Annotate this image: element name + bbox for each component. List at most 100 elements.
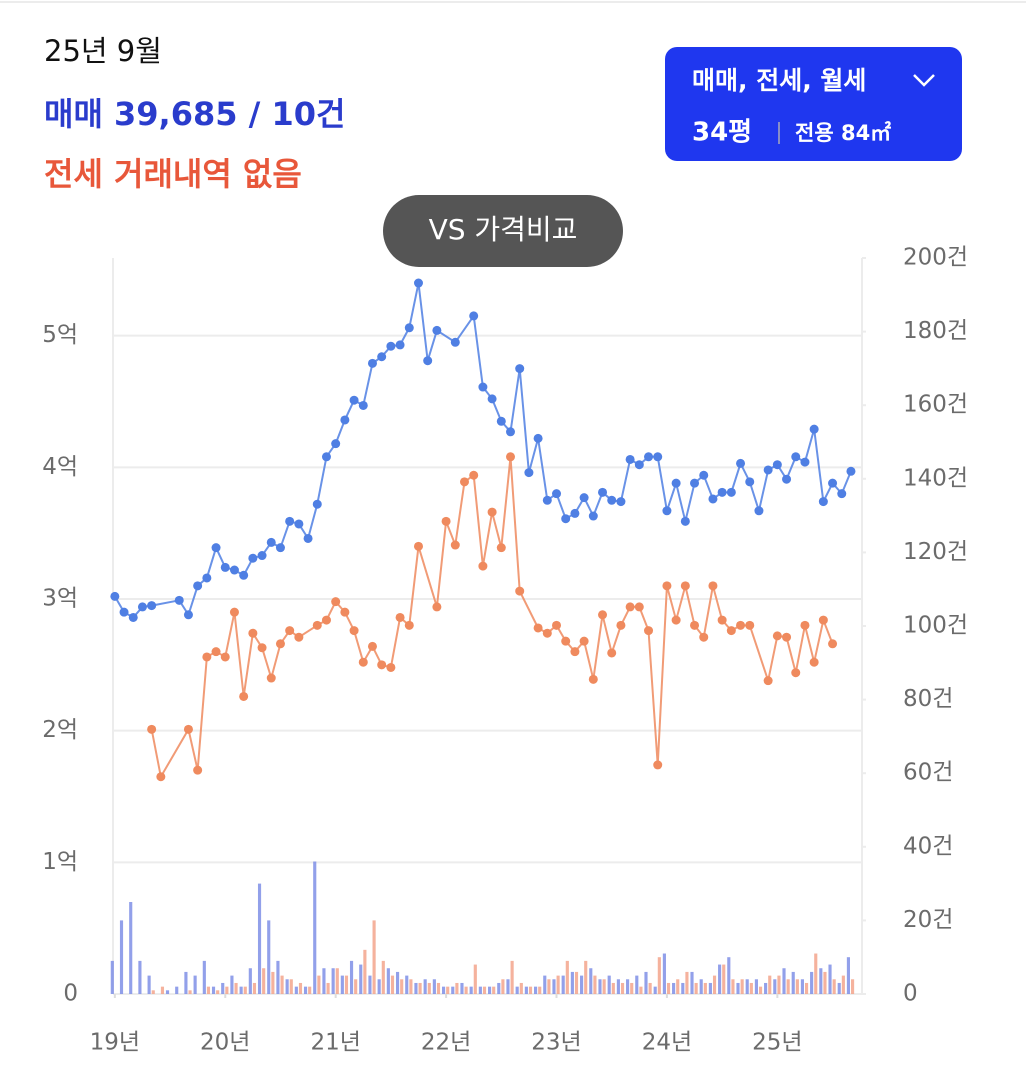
compare-bg[interactable] xyxy=(383,195,623,267)
volume-bar xyxy=(409,979,413,994)
filter-button[interactable]: 매매, 전세, 월세 34평 전용 84㎡ xyxy=(665,47,962,161)
price-point xyxy=(248,628,258,638)
volume-bar xyxy=(303,986,308,994)
x-tick-label: 19년 xyxy=(90,1030,140,1056)
price-point xyxy=(616,620,626,630)
y-tick-label: 0 xyxy=(63,981,78,1007)
price-point xyxy=(496,543,506,553)
volume-bar xyxy=(841,975,845,994)
price-point xyxy=(432,602,442,612)
volume-bar xyxy=(252,982,257,994)
volume-bar xyxy=(708,982,712,994)
price-point xyxy=(708,494,718,504)
price-point xyxy=(607,648,617,658)
price-point xyxy=(542,628,552,638)
volume-bar xyxy=(758,986,763,994)
volume-bar xyxy=(574,971,579,994)
y-tick-label: 2억 xyxy=(42,717,78,743)
volume-bar xyxy=(165,990,170,994)
price-point xyxy=(690,478,700,488)
price-point xyxy=(846,466,856,476)
price-point xyxy=(202,573,212,583)
volume-bar xyxy=(147,975,151,994)
deal-types[interactable]: 매매, 전세, 월세 xyxy=(692,66,866,95)
sale-summary: 매매 39,685 / 10건 xyxy=(44,95,345,133)
price-point xyxy=(644,626,654,636)
price-point xyxy=(128,612,138,622)
size-pyeong[interactable]: 34평 xyxy=(692,118,752,148)
price-point xyxy=(358,400,368,410)
volume-bar xyxy=(464,986,468,994)
price-point xyxy=(680,581,690,591)
chevron[interactable] xyxy=(913,74,935,87)
volume-bar xyxy=(239,986,243,994)
price-point xyxy=(754,506,764,516)
jeonse-summary: 전세 거래내역 없음 xyxy=(44,155,302,193)
price-point xyxy=(266,537,276,547)
price-point xyxy=(809,657,819,667)
price-point xyxy=(506,427,516,437)
compare-button[interactable]: VS 가격비교 xyxy=(383,195,623,267)
price-point xyxy=(275,543,285,553)
volume-bar xyxy=(414,982,418,994)
price-point xyxy=(229,565,239,575)
volume-bar xyxy=(556,975,560,994)
volume-bar xyxy=(782,968,786,994)
volume-bar xyxy=(331,968,335,994)
volume-bar xyxy=(534,986,538,994)
volume-bar xyxy=(832,979,836,994)
price-point xyxy=(763,676,773,686)
volume-bar xyxy=(262,968,266,994)
volume-bar xyxy=(193,975,197,994)
volume-bar xyxy=(418,982,422,994)
price-point xyxy=(570,647,580,657)
volume-bar xyxy=(718,964,722,994)
volume-bar xyxy=(119,920,124,994)
compare-label[interactable]: VS 가격비교 xyxy=(429,213,578,246)
volume-bar xyxy=(317,975,321,994)
price-point xyxy=(726,487,736,497)
y2-tick-label: 160건 xyxy=(903,392,968,418)
area[interactable]: 전용 84㎡ xyxy=(795,121,891,145)
volume-bar xyxy=(570,971,574,994)
price-point xyxy=(358,657,368,667)
volume-bar xyxy=(276,960,280,994)
price-point xyxy=(202,652,212,662)
price-point xyxy=(717,487,727,497)
price-point xyxy=(193,581,203,591)
price-point xyxy=(772,460,782,470)
volume-bar xyxy=(602,979,606,994)
volume-bar xyxy=(400,979,404,994)
volume-bar xyxy=(626,979,630,994)
price-point xyxy=(441,516,451,526)
price-point xyxy=(588,511,598,521)
volume-bar xyxy=(344,975,349,994)
volume-bar xyxy=(441,986,446,994)
price-point xyxy=(119,607,129,617)
volume-bar xyxy=(221,982,225,994)
price-point xyxy=(644,452,654,462)
volume-bar xyxy=(451,986,455,994)
price-point xyxy=(579,493,589,503)
price-point xyxy=(478,561,488,571)
volume-bar xyxy=(791,971,795,994)
volume-bar xyxy=(248,968,252,994)
price-point xyxy=(542,495,552,505)
price-point xyxy=(598,487,608,497)
price-point xyxy=(634,460,644,470)
price-point xyxy=(782,632,792,642)
volume-bar xyxy=(749,982,753,994)
volume-bar xyxy=(271,971,275,994)
filter-bg[interactable] xyxy=(665,47,962,161)
volume-bar xyxy=(363,949,367,994)
price-point xyxy=(312,499,322,509)
price-point xyxy=(588,674,598,684)
volume-bar xyxy=(298,982,303,994)
price-point xyxy=(570,508,580,518)
price-point xyxy=(413,278,423,288)
price-point xyxy=(386,662,396,672)
price-point xyxy=(736,620,746,630)
price-point xyxy=(772,631,782,641)
volume-bar xyxy=(731,979,735,994)
